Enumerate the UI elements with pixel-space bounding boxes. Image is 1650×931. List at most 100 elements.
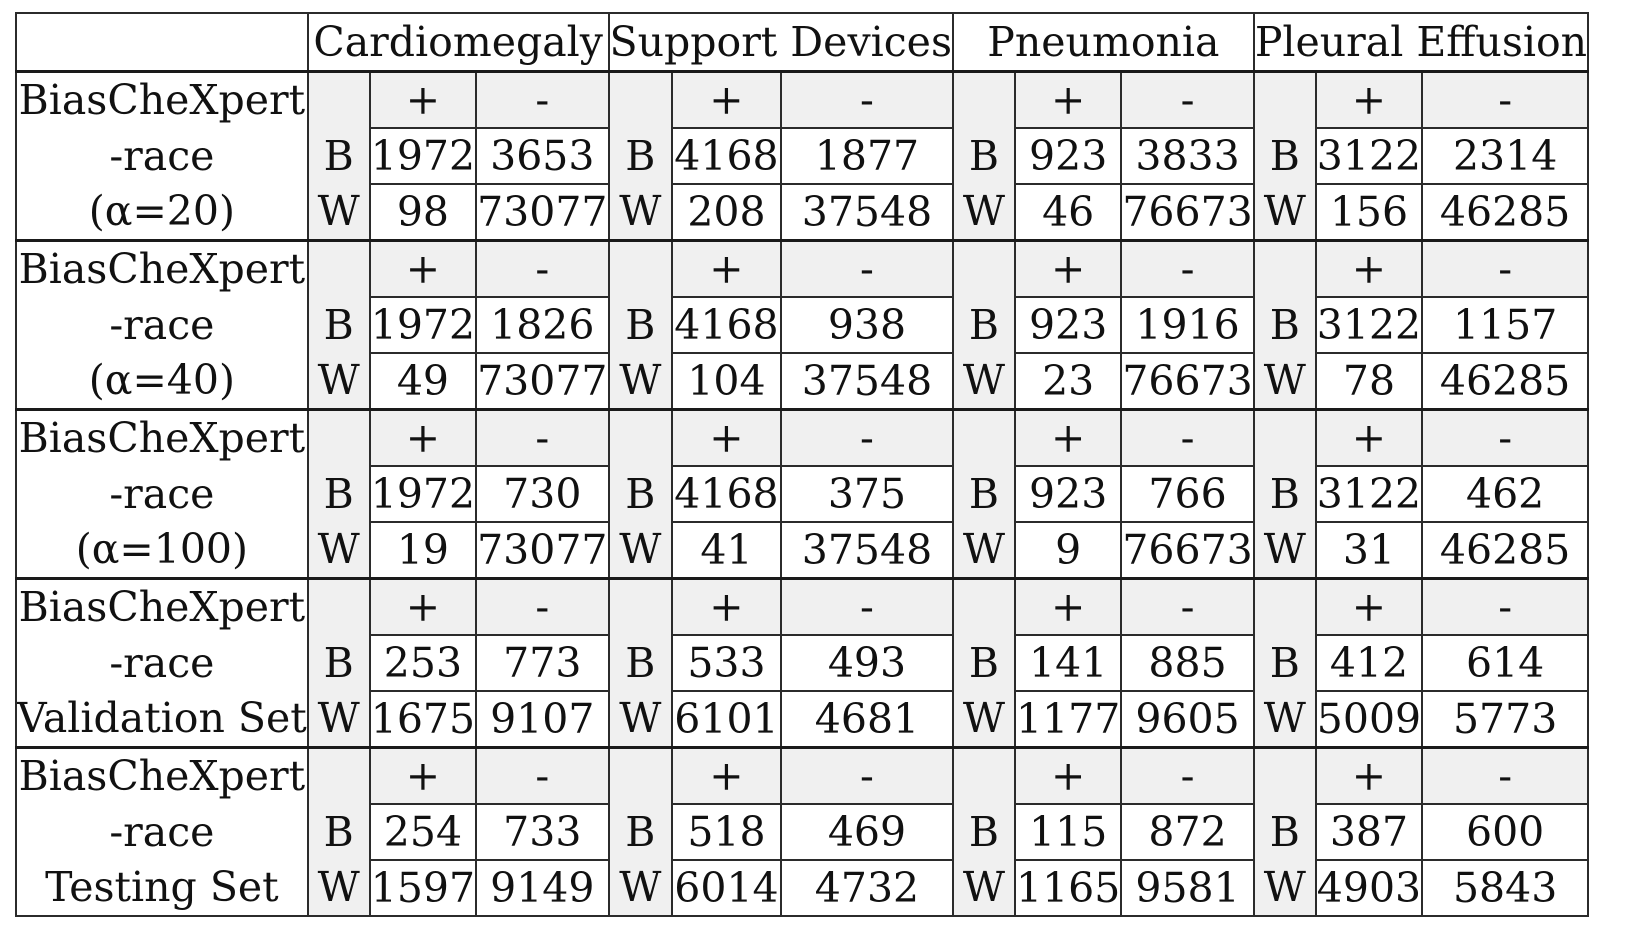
black-pos-value: 1972 [368,296,478,354]
black-pos-value: 1972 [368,465,478,523]
black-neg-value: 1826 [475,296,610,354]
neg-label: - [779,239,955,298]
white-neg-value: 37548 [779,352,955,411]
race-label-white: W [607,522,674,580]
race-blank-cell [306,577,371,635]
race-label-white: W [607,691,674,749]
model-setting: (α=40) [15,353,309,411]
race-label-white: W [306,522,371,580]
pos-label: + [1314,746,1424,805]
model-name: BiasCheXpert [15,70,309,128]
race-blank-cell [952,408,1016,466]
model-suffix: -race [15,635,309,691]
disease-header: Support Devices [607,12,955,73]
black-neg-value: 2314 [1421,127,1590,185]
race-label-black: B [952,635,1016,691]
pos-label: + [671,408,782,467]
white-row: (α=40) W 49 73077 W 104 37548 W 23 76673 W 78 46285 [15,352,1590,411]
white-neg-value: 73077 [475,352,610,411]
white-pos-value: 78 [1314,352,1424,411]
model-setting: Validation Set [15,691,309,749]
black-pos-value: 387 [1314,803,1424,861]
group-label-row: BiasCheXpert + - + - + - + - [15,239,1590,298]
race-blank-cell [306,70,371,128]
black-neg-value: 614 [1421,634,1590,692]
neg-label: - [1421,70,1590,129]
black-pos-value: 923 [1013,465,1123,523]
white-row: (α=100) W 19 73077 W 41 37548 W 9 76673 W 31 46285 [15,521,1590,580]
black-neg-value: 766 [1120,465,1255,523]
model-name: BiasCheXpert [15,746,309,804]
model-name: BiasCheXpert [15,577,309,635]
race-label-black: B [306,297,371,353]
race-label-white: W [1252,353,1317,411]
white-neg-value: 46285 [1421,352,1590,411]
race-blank-cell [607,239,674,297]
neg-label: - [1421,746,1590,805]
race-label-white: W [1252,691,1317,749]
white-neg-value: 9107 [475,690,610,749]
pos-label: + [671,239,782,298]
race-label-black: B [607,466,674,522]
black-pos-value: 923 [1013,127,1123,185]
pos-label: + [1314,70,1424,129]
confusion-table: Cardiomegaly Support Devices Pneumonia Pleu… [15,12,1590,917]
neg-label: - [779,70,955,129]
white-neg-value: 9605 [1120,690,1255,749]
race-blank-cell [952,577,1016,635]
race-label-black: B [1252,804,1317,860]
black-neg-value: 872 [1120,803,1255,861]
white-pos-value: 6101 [671,690,782,749]
race-label-white: W [306,691,371,749]
white-pos-value: 1597 [368,859,478,917]
race-blank-cell [607,408,674,466]
neg-label: - [1421,408,1590,467]
race-label-black: B [306,804,371,860]
model-suffix: -race [15,804,309,860]
black-neg-value: 938 [779,296,955,354]
race-label-white: W [607,184,674,242]
white-pos-value: 41 [671,521,782,580]
race-label-black: B [607,804,674,860]
race-label-white: W [1252,522,1317,580]
race-blank-cell [1252,239,1317,297]
pos-label: + [368,408,478,467]
group-label-row: BiasCheXpert + - + - + - + - [15,746,1590,805]
white-pos-value: 98 [368,183,478,242]
white-neg-value: 46285 [1421,521,1590,580]
black-pos-value: 1972 [368,127,478,185]
race-label-black: B [1252,466,1317,522]
white-neg-value: 37548 [779,183,955,242]
race-label-white: W [306,860,371,917]
model-setting: (α=20) [15,184,309,242]
race-blank-cell [607,70,674,128]
white-neg-value: 9581 [1120,859,1255,917]
model-name: BiasCheXpert [15,239,309,297]
black-neg-value: 469 [779,803,955,861]
model-suffix: -race [15,297,309,353]
model-setting: Testing Set [15,860,309,917]
race-label-black: B [306,635,371,691]
race-blank-cell [952,746,1016,804]
pos-label: + [671,577,782,636]
pos-label: + [368,746,478,805]
white-neg-value: 9149 [475,859,610,917]
group-label-row: BiasCheXpert + - + - + - + - [15,70,1590,129]
race-label-white: W [306,353,371,411]
group-label-row: BiasCheXpert + - + - + - + - [15,408,1590,467]
model-setting: (α=100) [15,522,309,580]
pos-label: + [1013,408,1123,467]
race-label-black: B [952,466,1016,522]
black-pos-value: 518 [671,803,782,861]
white-pos-value: 23 [1013,352,1123,411]
black-pos-value: 412 [1314,634,1424,692]
race-label-white: W [952,691,1016,749]
race-label-black: B [306,128,371,184]
black-pos-value: 254 [368,803,478,861]
model-suffix: -race [15,128,309,184]
black-pos-value: 115 [1013,803,1123,861]
race-label-white: W [952,860,1016,917]
black-pos-value: 3122 [1314,296,1424,354]
black-pos-value: 923 [1013,296,1123,354]
pos-label: + [1013,577,1123,636]
